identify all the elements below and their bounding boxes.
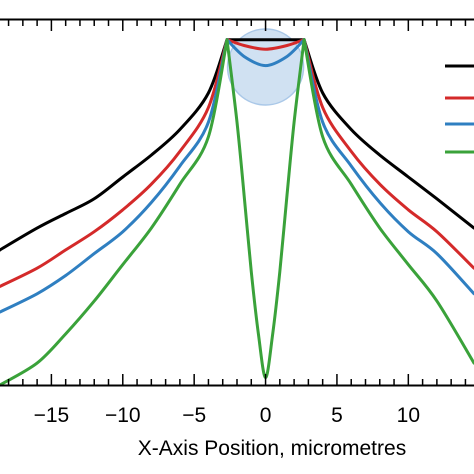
axes-layer: −15 −10 −5 0 5 10 (0, 18, 474, 427)
x-tick-label: −15 (34, 404, 70, 427)
series-line-1 (0, 38, 474, 252)
series-line-2 (0, 38, 474, 288)
x-axis-label: X-Axis Position, micrometres (138, 437, 406, 460)
x-tick-label: 0 (260, 404, 272, 427)
legend-layer (445, 64, 474, 154)
x-tick-label: −10 (105, 404, 141, 427)
x-tick-label: 10 (397, 404, 420, 427)
x-tick-label: −5 (182, 404, 206, 427)
series-line-3 (0, 38, 474, 314)
x-tick-label: 5 (331, 404, 343, 427)
